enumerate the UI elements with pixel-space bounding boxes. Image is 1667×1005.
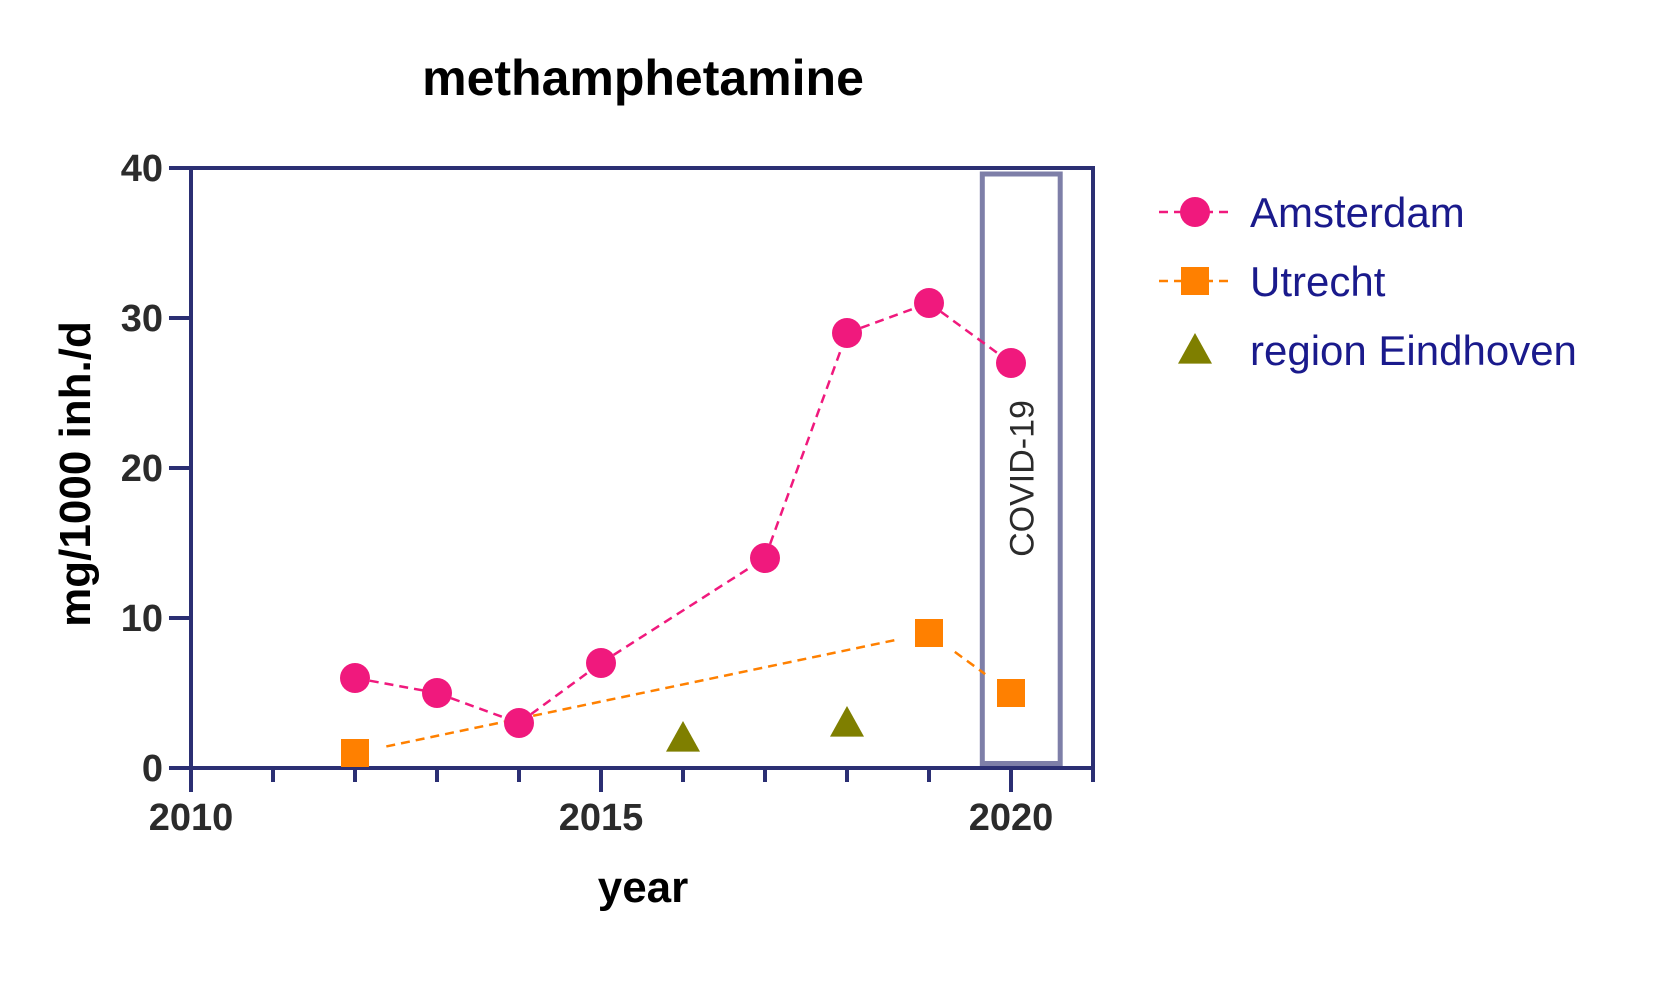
amsterdam-point-7 — [996, 348, 1026, 378]
utrecht-line-0 — [386, 638, 898, 748]
x-tick-label-1: 2015 — [559, 797, 644, 839]
amsterdam-line-2 — [518, 661, 602, 725]
amsterdam-point-5 — [832, 318, 862, 348]
amsterdam-line-3 — [600, 556, 766, 665]
y-tick-label-1: 10 — [121, 598, 163, 640]
region-eindhoven-point-0 — [666, 721, 700, 752]
y-tick-label-3: 30 — [121, 298, 163, 340]
x-tick-label-2: 2020 — [969, 797, 1054, 839]
amsterdam-point-0 — [340, 663, 370, 693]
y-axis-label: mg/1000 inh./d — [51, 321, 100, 627]
amsterdam-point-2 — [504, 708, 534, 738]
x-axis-label: year — [598, 863, 689, 912]
covid-box — [979, 171, 1063, 766]
y-tick-label-2: 20 — [121, 448, 163, 490]
y-tick-label-0: 0 — [142, 748, 163, 790]
plot-area: 0 10 20 30 40 2010 2015 2020 COVID-19 — [121, 148, 1095, 839]
amsterdam-line-6 — [928, 301, 1012, 365]
utrecht-point-2 — [997, 679, 1025, 707]
legend-label-amsterdam: Amsterdam — [1250, 189, 1465, 236]
y-tick-label-4: 40 — [121, 148, 163, 190]
utrecht-line-1 — [954, 650, 986, 676]
amsterdam-point-1 — [422, 678, 452, 708]
chart-title: methamphetamine — [422, 50, 864, 106]
legend-label-utrecht: Utrecht — [1250, 258, 1386, 305]
plot-frame — [189, 166, 1095, 770]
legend-marker-utrecht — [1181, 267, 1209, 295]
legend-marker-amsterdam — [1180, 197, 1210, 227]
amsterdam-point-6 — [914, 288, 944, 318]
legend: Amsterdam Utrecht region Eindhoven — [1159, 189, 1577, 374]
amsterdam-point-4 — [750, 543, 780, 573]
utrecht-point-1 — [915, 619, 943, 647]
amsterdam-line-4 — [763, 332, 849, 559]
legend-label-region-eindhoven: region Eindhoven — [1250, 327, 1577, 374]
covid-label: COVID-19 — [1003, 400, 1041, 557]
utrecht-point-0 — [341, 739, 369, 767]
region-eindhoven-point-1 — [830, 706, 864, 737]
legend-marker-region-eindhoven — [1178, 333, 1212, 364]
x-tick-label-0: 2010 — [149, 797, 234, 839]
amsterdam-point-3 — [586, 648, 616, 678]
